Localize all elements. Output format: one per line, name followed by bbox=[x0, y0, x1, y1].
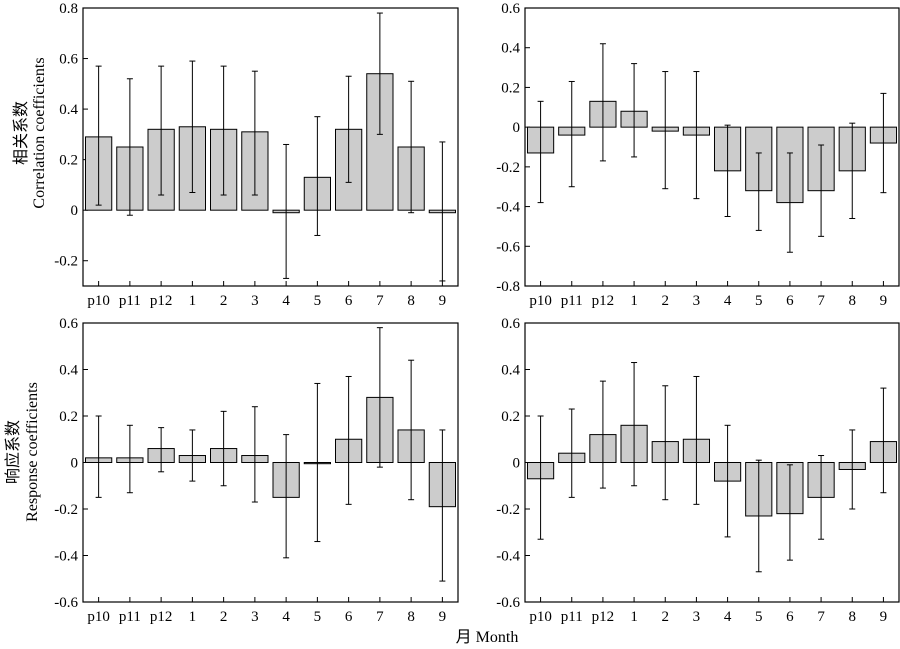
x-tick-label: 9 bbox=[439, 609, 447, 625]
y-tick-label: 0 bbox=[513, 456, 521, 472]
y-tick-label: -0.2 bbox=[54, 502, 78, 518]
x-tick-label: p12 bbox=[592, 609, 615, 625]
y-tick-label: 0.4 bbox=[501, 41, 520, 57]
y-tick-label: 0.6 bbox=[501, 1, 520, 17]
xlabel: 月 Month bbox=[456, 629, 519, 646]
y-tick-label: 0.4 bbox=[501, 363, 520, 379]
x-tick-label: 3 bbox=[693, 609, 701, 625]
x-tick-label: 6 bbox=[786, 293, 794, 309]
x-tick-label: 7 bbox=[817, 609, 825, 625]
y-tick-label: -0.2 bbox=[54, 254, 78, 270]
chart-panel-top-right: -0.8 -0.6 -0.4 -0.2 0 0.2 0.4 0.6 p10 p11 p12 1 2 3 4 5… bbox=[496, 1, 900, 309]
x-tick-label: 8 bbox=[407, 293, 415, 309]
ylabel-top-cn: 相关系数 bbox=[12, 101, 30, 165]
x-tick-label: p10 bbox=[529, 293, 552, 309]
x-tick-label: 4 bbox=[282, 609, 290, 625]
x-tick-label: 5 bbox=[755, 293, 763, 309]
y-tick-label: 0.6 bbox=[59, 52, 78, 68]
x-tick-label: 9 bbox=[880, 293, 888, 309]
y-tick-label: 0 bbox=[513, 120, 521, 136]
ylabel-bottom-en: Response coefficients bbox=[24, 382, 41, 522]
x-tick-label: 6 bbox=[345, 293, 353, 309]
x-tick-label: 1 bbox=[630, 293, 638, 309]
y-tick-label: 0.2 bbox=[501, 409, 520, 425]
x-tick-label: 8 bbox=[407, 609, 415, 625]
y-tick-label: -0.4 bbox=[54, 549, 78, 565]
x-tick-label: 6 bbox=[786, 609, 794, 625]
y-tick-label: 0.4 bbox=[59, 363, 78, 379]
x-tick-label: 7 bbox=[376, 609, 384, 625]
y-tick-label: 0.2 bbox=[59, 409, 78, 425]
x-tick-label: 5 bbox=[314, 293, 322, 309]
x-tick-label: 4 bbox=[724, 293, 732, 309]
x-tick-label: 7 bbox=[817, 293, 825, 309]
ylabel-top-en: Correlation coefficients bbox=[31, 57, 48, 208]
x-tick-label: 9 bbox=[439, 293, 447, 309]
y-tick-label: 0.6 bbox=[59, 316, 78, 332]
x-tick-label: p10 bbox=[87, 293, 110, 309]
y-tick-label: -0.4 bbox=[496, 549, 520, 565]
x-tick-label: p10 bbox=[529, 609, 552, 625]
chart-panel-top-left: -0.2 0 0.2 0.4 0.6 0.8 p10 p11 p12 1 2 3 4 5 6 7 8 9 bbox=[54, 1, 459, 309]
ylabel-bottom-cn: 响应系数 bbox=[3, 420, 22, 484]
x-tick-label: p12 bbox=[592, 293, 615, 309]
x-tick-label: 4 bbox=[724, 609, 732, 625]
x-tick-label: 2 bbox=[662, 293, 670, 309]
x-tick-label: 6 bbox=[345, 609, 353, 625]
x-tick-label: p11 bbox=[119, 293, 141, 309]
x-tick-label: 4 bbox=[282, 293, 290, 309]
x-tick-label: 1 bbox=[189, 609, 197, 625]
x-tick-label: 8 bbox=[849, 609, 857, 625]
x-tick-label: 9 bbox=[880, 609, 888, 625]
x-tick-label: 2 bbox=[220, 293, 228, 309]
x-tick-label: p12 bbox=[150, 609, 173, 625]
y-tick-label: 0.2 bbox=[501, 80, 520, 96]
y-tick-label: -0.6 bbox=[496, 239, 520, 255]
y-tick-label: -0.2 bbox=[496, 160, 520, 176]
y-tick-label: 0 bbox=[71, 456, 79, 472]
y-tick-label: 0.6 bbox=[501, 316, 520, 332]
x-tick-label: 3 bbox=[251, 293, 259, 309]
x-tick-label: 5 bbox=[314, 609, 322, 625]
plot-frame bbox=[82, 7, 459, 287]
x-tick-label: p11 bbox=[561, 609, 583, 625]
x-tick-label: 7 bbox=[376, 293, 384, 309]
x-tick-label: 2 bbox=[662, 609, 670, 625]
x-tick-label: 3 bbox=[693, 293, 701, 309]
y-tick-label: -0.6 bbox=[54, 595, 78, 611]
x-tick-label: p11 bbox=[561, 293, 583, 309]
y-tick-label: -0.2 bbox=[496, 502, 520, 518]
x-tick-label: 8 bbox=[849, 293, 857, 309]
y-tick-label: -0.4 bbox=[496, 200, 520, 216]
x-tick-label: 1 bbox=[189, 293, 197, 309]
chart-panel-bottom-right: -0.6 -0.4 -0.2 0 0.2 0.4 0.6 p10 p11 p12 1 2 3 4 5 6 7 8 9 bbox=[496, 316, 900, 625]
y-tick-label: 0 bbox=[71, 203, 79, 219]
x-tick-label: 2 bbox=[220, 609, 228, 625]
y-tick-label: 0.2 bbox=[59, 153, 78, 169]
y-tick-label: 0.4 bbox=[59, 102, 78, 118]
x-tick-label: 5 bbox=[755, 609, 763, 625]
x-tick-label: p11 bbox=[119, 609, 141, 625]
y-tick-label: -0.6 bbox=[496, 595, 520, 611]
chart-panel-bottom-left: -0.6 -0.4 -0.2 0 0.2 0.4 0.6 p10 p11 p12 1 2 3 4 5 6 7 8 9 bbox=[54, 316, 459, 625]
x-tick-label: 1 bbox=[630, 609, 638, 625]
y-tick-label: 0.8 bbox=[59, 1, 78, 17]
x-tick-label: p12 bbox=[150, 293, 173, 309]
x-tick-label: p10 bbox=[87, 609, 110, 625]
y-tick-label: -0.8 bbox=[496, 279, 520, 295]
x-tick-label: 3 bbox=[251, 609, 259, 625]
plot-frame bbox=[524, 7, 900, 287]
